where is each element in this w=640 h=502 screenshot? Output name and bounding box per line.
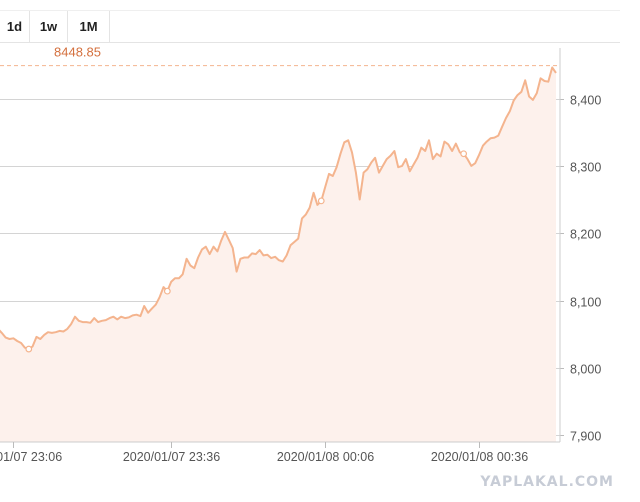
range-tabs: 1d 1w 1M bbox=[0, 10, 620, 43]
tab-1d[interactable]: 1d bbox=[0, 11, 30, 43]
tab-1w[interactable]: 1w bbox=[30, 11, 68, 43]
y-tick-label: 8,000 bbox=[570, 363, 601, 377]
last-price-label: 8448.85 bbox=[54, 45, 101, 60]
point-marker bbox=[317, 197, 325, 205]
x-tick-label: 2020/01/08 00:06 bbox=[277, 450, 374, 464]
y-tick-label: 8,400 bbox=[570, 94, 601, 108]
point-markers bbox=[25, 150, 468, 353]
x-tick-label: 2020/01/08 00:36 bbox=[431, 450, 528, 464]
price-area bbox=[0, 67, 556, 442]
x-tick-labels: 2020/01/07 23:06 2020/01/07 23:36 2020/01/… bbox=[0, 442, 528, 464]
x-tick-label: 2020/01/07 23:06 bbox=[0, 450, 62, 464]
y-tick-label: 8,200 bbox=[570, 228, 601, 242]
point-marker bbox=[25, 345, 33, 353]
watermark-text: YAPLAKAL.COM bbox=[480, 474, 614, 490]
point-marker bbox=[460, 150, 468, 158]
y-tick-label: 7,900 bbox=[570, 430, 601, 444]
point-marker bbox=[163, 287, 171, 295]
x-tick-label: 2020/01/07 23:36 bbox=[123, 450, 220, 464]
tab-1m[interactable]: 1M bbox=[68, 11, 110, 43]
y-tick-label: 8,100 bbox=[570, 296, 601, 310]
y-tick-label: 8,300 bbox=[570, 161, 601, 175]
y-tick-labels: 7,900 8,000 8,100 8,200 8,300 8,400 bbox=[570, 94, 601, 444]
